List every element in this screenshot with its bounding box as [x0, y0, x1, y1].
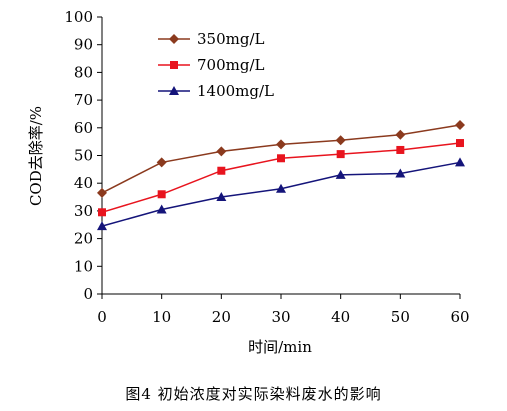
- x-tick-label: 30: [271, 308, 290, 326]
- y-tick-label: 20: [74, 230, 93, 248]
- data-point: [217, 166, 226, 175]
- x-tick-label: 60: [450, 308, 469, 326]
- data-point: [157, 190, 166, 199]
- data-point: [395, 168, 406, 178]
- data-point: [156, 204, 167, 214]
- legend-marker: [170, 61, 178, 69]
- legend-marker: [169, 34, 179, 44]
- series-layer: [97, 120, 465, 231]
- legend-marker: [169, 86, 179, 95]
- data-point: [156, 157, 167, 168]
- data-point: [336, 150, 345, 159]
- y-tick-label: 60: [74, 119, 93, 137]
- y-tick-label: 30: [74, 202, 93, 220]
- data-point: [335, 169, 346, 179]
- data-point: [97, 187, 107, 198]
- legend-label: 350mg/L: [197, 30, 265, 48]
- series-line: [101, 161, 461, 227]
- data-point: [97, 221, 107, 231]
- data-point: [456, 139, 464, 148]
- line-chart: 0 10 20 30 40 50 60 70 80 90 100 0 10 20 30 40 50 60 350m…: [27, 8, 470, 356]
- data-point: [216, 192, 227, 202]
- series-2: [97, 157, 465, 231]
- legend-item: 700mg/L: [158, 56, 265, 74]
- y-tick-label: 100: [64, 8, 93, 26]
- legend: 350mg/L 700mg/L 1400mg/L: [158, 30, 274, 100]
- x-tick-label: 10: [152, 308, 171, 326]
- data-point: [455, 120, 465, 131]
- legend-item: 1400mg/L: [158, 82, 274, 100]
- data-point: [276, 183, 286, 193]
- x-tick-label: 0: [97, 308, 107, 326]
- data-point: [396, 145, 405, 154]
- data-point: [395, 129, 406, 140]
- y-axis-title: COD去除率/%: [27, 106, 45, 206]
- data-point: [335, 135, 346, 146]
- y-tick-label: 90: [74, 36, 93, 54]
- series-0: [97, 120, 465, 198]
- figure-caption: 图4 初始浓度对实际染料废水的影响: [125, 385, 382, 403]
- data-point: [98, 208, 106, 217]
- x-tick-label: 40: [331, 308, 350, 326]
- axes: 0 10 20 30 40 50 60 70 80 90 100 0 10 20 30 40 50 60: [64, 8, 469, 326]
- y-tick-label: 10: [74, 257, 93, 275]
- legend-label: 700mg/L: [197, 56, 265, 74]
- legend-item: 350mg/L: [158, 30, 265, 48]
- x-axis-title: 时间/min: [248, 338, 312, 356]
- y-tick-label: 80: [74, 63, 93, 81]
- data-point: [216, 146, 227, 157]
- data-point: [277, 154, 285, 163]
- x-tick-label: 50: [391, 308, 410, 326]
- y-tick-label: 70: [74, 91, 93, 109]
- legend-label: 1400mg/L: [197, 82, 274, 100]
- data-point: [455, 157, 465, 167]
- y-tick-label: 0: [83, 285, 93, 303]
- y-tick-label: 40: [74, 174, 93, 192]
- data-point: [276, 139, 286, 150]
- x-tick-label: 20: [212, 308, 231, 326]
- series-1: [98, 139, 464, 217]
- y-tick-label: 50: [74, 147, 93, 165]
- series-line: [101, 142, 461, 214]
